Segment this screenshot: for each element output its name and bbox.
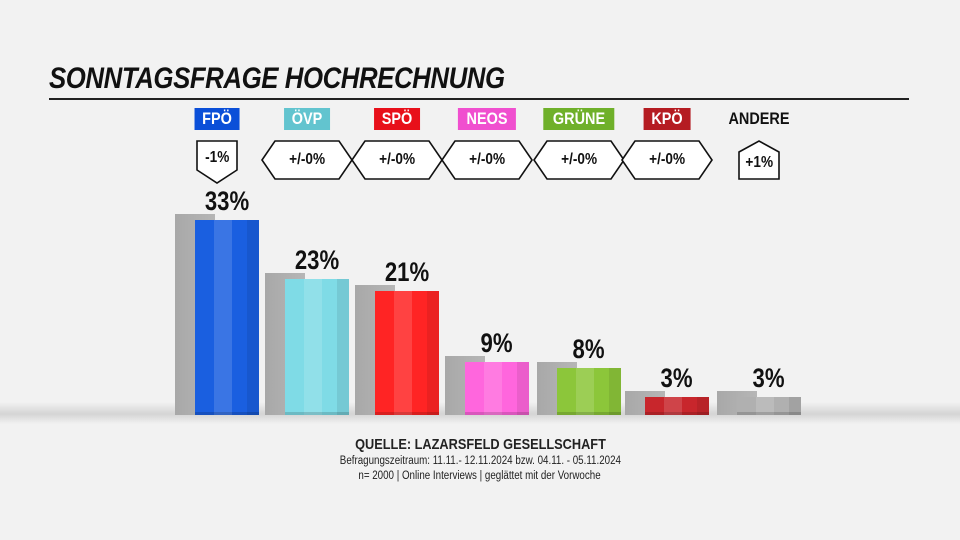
party-tag: KPÖ <box>643 108 691 130</box>
party-column-spoe: SPÖ +/-0% <box>351 0 443 540</box>
source-label: QUELLE: LAZARSFELD GESELLSCHAFT <box>354 436 606 453</box>
party-column-fpoe: FPÖ -1% <box>172 0 262 540</box>
title-divider <box>49 98 909 100</box>
party-column-gruene: GRÜNE +/-0% <box>533 0 625 540</box>
bar-kpoe <box>645 397 709 415</box>
party-tag: FPÖ <box>194 108 240 130</box>
change-badge-flat: +/-0% <box>351 140 443 184</box>
bar-gruene <box>557 367 621 415</box>
party-column-andere: ANDERE +1% <box>714 0 804 540</box>
change-badge-flat: +/-0% <box>441 140 533 184</box>
party-column-kpoe: KPÖ +/-0% <box>621 0 713 540</box>
party-tag: ÖVP <box>284 108 330 130</box>
bar-andere <box>737 397 801 415</box>
survey-method: n= 2000 | Online Interviews | geglättet … <box>358 470 602 482</box>
value-label: 3% <box>752 363 786 394</box>
survey-period: Befragungszeitraum: 11.11.- 12.11.2024 b… <box>339 455 621 467</box>
change-badge-flat: +/-0% <box>533 140 625 184</box>
value-label: 33% <box>204 186 250 217</box>
change-badge-flat: +/-0% <box>261 140 353 184</box>
party-column-oevp: ÖVP +/-0% <box>261 0 353 540</box>
party-column-neos: NEOS +/-0% <box>441 0 533 540</box>
change-badge-flat: +/-0% <box>621 140 713 184</box>
bar-spoe <box>375 291 439 415</box>
value-label: 21% <box>384 257 430 288</box>
value-label: 23% <box>294 245 340 276</box>
value-label: 3% <box>660 363 694 394</box>
bar-oevp <box>285 279 349 415</box>
party-tag: GRÜNE <box>543 108 615 130</box>
change-badge-up: +1% <box>713 140 805 184</box>
party-tag: SPÖ <box>374 108 420 130</box>
bar-fpoe <box>195 220 259 415</box>
party-tag: NEOS <box>457 108 517 130</box>
bar-neos <box>465 361 529 415</box>
value-label: 9% <box>480 327 514 358</box>
party-tag: ANDERE <box>728 109 790 128</box>
value-label: 8% <box>572 333 606 364</box>
change-badge-down: -1% <box>171 140 263 184</box>
chart-title: SONNTAGSFRAGE HOCHRECHNUNG <box>49 62 505 95</box>
